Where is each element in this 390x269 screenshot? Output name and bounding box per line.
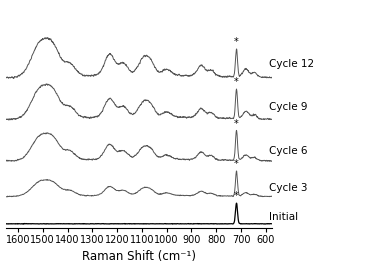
- Text: *: *: [234, 192, 239, 201]
- Text: Cycle 3: Cycle 3: [269, 183, 308, 193]
- Text: Cycle 12: Cycle 12: [269, 59, 315, 69]
- Text: *: *: [234, 77, 239, 87]
- Text: Initial: Initial: [269, 211, 299, 221]
- Text: Cycle 6: Cycle 6: [269, 146, 308, 155]
- Text: *: *: [234, 159, 239, 169]
- Text: *: *: [234, 119, 239, 129]
- Text: Cycle 9: Cycle 9: [269, 102, 308, 112]
- Text: *: *: [234, 37, 239, 47]
- X-axis label: Raman Shift (cm⁻¹): Raman Shift (cm⁻¹): [82, 250, 196, 263]
